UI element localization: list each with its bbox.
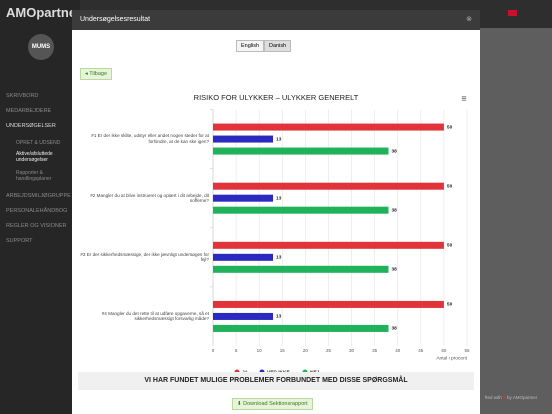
lang-button[interactable]: English — [236, 40, 265, 52]
modal: Undersøgelsesresultat ⊗ English Danish ◂ … — [72, 10, 480, 414]
bar — [213, 123, 444, 131]
category-label-box: #1 Er der ikke skilte, udstyr eller ande… — [78, 119, 209, 159]
data-label: 38 — [391, 148, 397, 154]
x-tick-label: 0 — [212, 348, 215, 353]
x-tick-label: 45 — [418, 348, 424, 353]
menu-item[interactable]: Rapporter & handlingsplaner — [16, 170, 52, 182]
menu-item[interactable]: OPRET & UDSEND — [16, 140, 61, 146]
category-label-box: #4 Mangler du det rette til at udføre op… — [78, 296, 209, 336]
category-label: #4 Mangler du det rette til at udføre op… — [101, 310, 209, 322]
bar — [213, 265, 389, 273]
category-wrap: #4 Mangler du det rette til at udføre op… — [78, 296, 209, 336]
flag-icon[interactable] — [508, 10, 517, 16]
sidebar: AMOpartner MUMS SKRIVBORD MEDARBEJDERE UND… — [0, 0, 82, 414]
x-tick-label: 55 — [464, 348, 470, 353]
chart-title: RISIKO FOR ULYKKER – ULYKKER GENERELT — [194, 93, 359, 102]
menu-item[interactable]: ARBEJDSMILJØGRUPPE — [6, 193, 71, 199]
data-label: 38 — [391, 267, 397, 273]
x-tick-label: 15 — [280, 348, 286, 353]
menu-item[interactable]: SKRIVBORD — [6, 93, 39, 99]
avatar[interactable]: MUMS — [28, 34, 54, 60]
bar — [213, 324, 389, 332]
menu-item[interactable]: PERSONALEHÅNDBOG — [6, 208, 68, 214]
category-label: #2 Mangler du at blive instrueret og opl… — [90, 192, 209, 204]
bar — [213, 135, 274, 143]
menu-item[interactable]: SUPPORT — [6, 238, 33, 244]
bar — [213, 147, 389, 155]
bar — [213, 194, 274, 202]
footer-text: fted with — [485, 395, 502, 400]
menu-icon: ≡ — [461, 93, 466, 103]
bar — [213, 206, 389, 214]
data-label: 13 — [276, 255, 282, 261]
data-label: 50 — [447, 183, 453, 189]
banner: VI HAR FUNDET MULIGE PROBLEMER FORBUNDET… — [78, 372, 474, 390]
category-label: #1 Er der ikke skilte, udstyr eller ande… — [91, 133, 209, 145]
category-wrap: #1 Er der ikke skilte, udstyr eller ande… — [78, 119, 209, 159]
category-label-box: #2 Mangler du at blive instrueret og opl… — [78, 178, 209, 218]
x-tick-label: 30 — [349, 348, 355, 353]
category-wrap: #2 Mangler du at blive instrueret og opl… — [78, 178, 209, 218]
x-tick-label: 20 — [303, 348, 309, 353]
back-label: Tilbage — [89, 71, 108, 77]
modal-title: Undersøgelsesresultat — [80, 16, 151, 23]
category-label: #3 Er der sikkerhedsmæssige, der ikke jæ… — [80, 251, 209, 263]
download-button[interactable]: ⬇ Download Sektionsrapport — [232, 398, 313, 410]
bar — [213, 312, 274, 320]
chart: RISIKO FOR ULYKKER – ULYKKER GENERELT ≡ 0 5… — [78, 93, 470, 375]
menu-item[interactable]: REGLER OG VISIONER — [6, 223, 67, 229]
footer-text: by AMOpartner — [506, 395, 538, 400]
data-label: 50 — [447, 124, 453, 130]
data-label: 50 — [447, 302, 453, 308]
x-tick-label: 40 — [395, 348, 401, 353]
data-label: 13 — [276, 136, 282, 142]
x-tick-label: 35 — [372, 348, 378, 353]
x-tick-label: 50 — [441, 348, 447, 353]
heart-icon: ♥ — [503, 395, 506, 400]
category-wrap: #3 Er der sikkerhedsmæssige, der ikke jæ… — [78, 237, 209, 277]
category-label-box: #3 Er der sikkerhedsmæssige, der ikke jæ… — [78, 237, 209, 277]
menu-item[interactable]: MEDARBEJDERE — [6, 108, 52, 114]
close-button[interactable]: ⊗ — [466, 16, 472, 23]
bar — [213, 253, 274, 261]
language-switch: English Danish — [236, 40, 292, 52]
data-label: 50 — [447, 243, 453, 249]
logo: AMOpartner — [6, 5, 82, 20]
x-tick-label: 5 — [235, 348, 238, 353]
data-label: 38 — [391, 326, 397, 332]
x-tick-label: 25 — [326, 348, 332, 353]
lang-button[interactable]: Danish — [264, 40, 292, 52]
footer: fted with ♥ by AMOpartner — [485, 395, 537, 400]
download-label: Download Sektionsrapport — [243, 401, 308, 407]
modal-header: Undersøgelsesresultat ⊗ — [72, 10, 480, 30]
menu-item[interactable]: Aktive/afsluttede undersøgelser — [16, 151, 53, 163]
data-label: 13 — [276, 195, 282, 201]
data-label: 13 — [276, 314, 282, 320]
data-label: 38 — [391, 207, 397, 213]
menu-item[interactable]: UNDERSØGELSER — [6, 123, 56, 129]
x-axis-label: Antal i procent — [436, 355, 467, 361]
bar — [213, 241, 444, 249]
bar — [213, 182, 444, 190]
bar — [213, 300, 444, 308]
back-button[interactable]: ◂ Tilbage — [80, 68, 113, 80]
x-tick-label: 10 — [257, 348, 263, 353]
